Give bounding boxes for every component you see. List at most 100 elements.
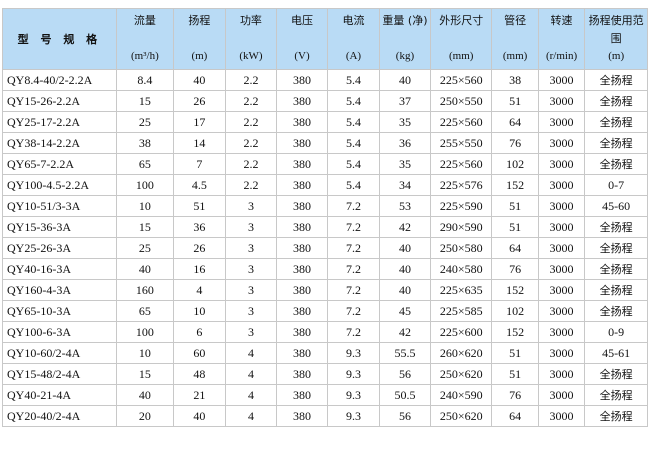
table-cell: 17 xyxy=(172,111,226,133)
table-cell: 25 xyxy=(115,111,174,133)
table-cell: 全扬程 xyxy=(584,384,648,406)
column-label: 功率 xyxy=(239,14,262,27)
model-cell: QY25-26-3A xyxy=(2,237,117,259)
table-cell: 380 xyxy=(276,384,329,406)
table-cell: 3000 xyxy=(537,153,586,175)
header-row: 型 号 规 格 流量 (m³/h) 扬程 (m) 功率 (kW) 电压 (V) 电流 (A) 重量 … xyxy=(2,8,648,70)
table-cell: 40 xyxy=(378,237,432,259)
table-cell: 35 xyxy=(378,111,432,133)
table-row: QY10-60/2-4A 10 60 4 380 9.3 55.5 260×620 51 3000… xyxy=(2,342,648,364)
table-cell: 7.2 xyxy=(327,216,380,238)
table-cell: 7.2 xyxy=(327,237,380,259)
table-cell: 380 xyxy=(276,153,329,175)
model-cell: QY100-4.5-2.2A xyxy=(2,174,117,196)
table-cell: 102 xyxy=(491,153,539,175)
column-label: 管径 xyxy=(504,14,527,27)
table-cell: 380 xyxy=(276,321,329,343)
table-cell: 全扬程 xyxy=(584,90,648,112)
table-cell: 3000 xyxy=(537,111,586,133)
table-cell: 380 xyxy=(276,363,329,385)
column-label: 电压 xyxy=(291,14,314,27)
table-cell: 15 xyxy=(115,363,174,385)
table-cell: 100 xyxy=(115,174,174,196)
table-cell: 3000 xyxy=(537,321,586,343)
table-cell: 50.5 xyxy=(378,384,432,406)
column-unit: (m) xyxy=(191,50,208,62)
table-cell: 25 xyxy=(115,237,174,259)
table-cell: 10 xyxy=(172,300,226,322)
table-cell: 76 xyxy=(491,132,539,154)
table-cell: 全扬程 xyxy=(584,216,648,238)
table-cell: 160 xyxy=(115,279,174,301)
model-cell: QY100-6-3A xyxy=(2,321,117,343)
column-unit: (kg) xyxy=(395,50,415,62)
table-cell: 64 xyxy=(491,405,539,427)
table-cell: 152 xyxy=(491,321,539,343)
table-cell: 3000 xyxy=(537,216,586,238)
table-cell: 380 xyxy=(276,300,329,322)
table-cell: 35 xyxy=(378,153,432,175)
table-row: QY15-36-3A 15 36 3 380 7.2 42 290×590 51 3000 全扬程 xyxy=(2,216,648,238)
table-cell: 45 xyxy=(378,300,432,322)
table-cell: 2.2 xyxy=(224,90,278,112)
column-unit: (A) xyxy=(345,50,362,62)
table-cell: 65 xyxy=(115,153,174,175)
model-cell: QY15-48/2-4A xyxy=(2,363,117,385)
table-cell: 51 xyxy=(491,342,539,364)
column-unit: (kW) xyxy=(239,50,263,62)
table-cell: 4 xyxy=(224,363,278,385)
table-cell: 380 xyxy=(276,342,329,364)
table-cell: 64 xyxy=(491,111,539,133)
table-cell: 225×585 xyxy=(429,300,493,322)
table-row: QY65-10-3A 65 10 3 380 7.2 45 225×585 102 3000 全扬程 xyxy=(2,300,648,322)
table-cell: 380 xyxy=(276,279,329,301)
table-cell: 64 xyxy=(491,237,539,259)
table-cell: 51 xyxy=(491,216,539,238)
table-cell: 45-61 xyxy=(584,342,648,364)
table-cell: 9.3 xyxy=(327,342,380,364)
table-cell: 45-60 xyxy=(584,195,648,217)
column-header: 重量 (净) (kg) xyxy=(378,8,432,70)
table-cell: 15 xyxy=(115,216,174,238)
table-cell: 3000 xyxy=(537,405,586,427)
column-label: 流量 xyxy=(133,14,156,27)
table-cell: 3 xyxy=(224,300,278,322)
table-cell: 0-9 xyxy=(584,321,648,343)
model-header: 型 号 规 格 xyxy=(2,8,117,70)
table-cell: 76 xyxy=(491,384,539,406)
table-cell: 37 xyxy=(378,90,432,112)
table-cell: 5.4 xyxy=(327,132,380,154)
table-cell: 225×635 xyxy=(429,279,493,301)
column-label: 扬程 xyxy=(188,14,211,27)
table-cell: 51 xyxy=(172,195,226,217)
table-cell: 9.3 xyxy=(327,384,380,406)
table-cell: 225×576 xyxy=(429,174,493,196)
table-cell: 5.4 xyxy=(327,174,380,196)
table-cell: 53 xyxy=(378,195,432,217)
table-row: QY38-14-2.2A 38 14 2.2 380 5.4 36 255×550 76 3000… xyxy=(2,132,648,154)
table-cell: 3000 xyxy=(537,363,586,385)
column-unit: (V) xyxy=(294,50,310,62)
table-cell: 51 xyxy=(491,195,539,217)
table-cell: 240×590 xyxy=(429,384,493,406)
table-cell: 255×550 xyxy=(429,132,493,154)
table-cell: 225×560 xyxy=(429,153,493,175)
table-cell: 3000 xyxy=(537,174,586,196)
model-cell: QY8.4-40/2-2.2A xyxy=(2,69,117,91)
table-cell: 290×590 xyxy=(429,216,493,238)
column-header: 外形尺寸 (mm) xyxy=(429,8,493,70)
table-cell: 21 xyxy=(172,384,226,406)
column-unit: (m³/h) xyxy=(131,50,159,62)
table-cell: 3000 xyxy=(537,279,586,301)
column-header: 扬程 (m) xyxy=(172,8,226,70)
table-cell: 4 xyxy=(224,405,278,427)
table-cell: 3000 xyxy=(537,90,586,112)
table-cell: 225×590 xyxy=(429,195,493,217)
table-cell: 2.2 xyxy=(224,69,278,91)
table-cell: 36 xyxy=(172,216,226,238)
table-cell: 全扬程 xyxy=(584,405,648,427)
table-cell: 7.2 xyxy=(327,300,380,322)
table-cell: 3 xyxy=(224,195,278,217)
table-cell: 40 xyxy=(115,384,174,406)
table-cell: 380 xyxy=(276,174,329,196)
